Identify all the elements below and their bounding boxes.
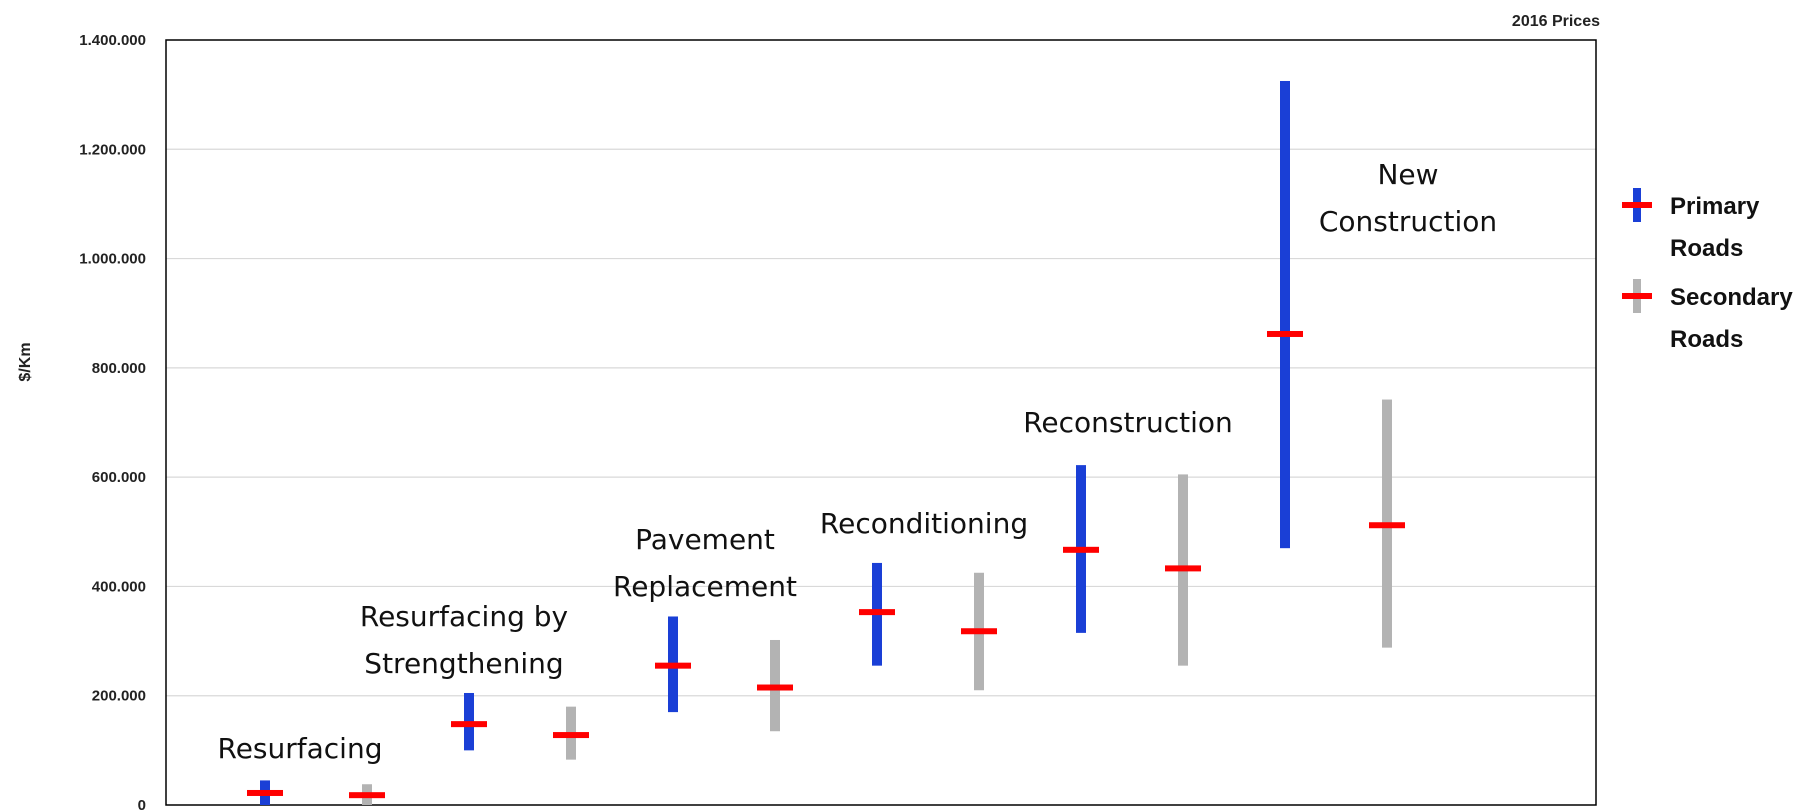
secondary-mean-marker xyxy=(1369,522,1405,529)
legend-label: Roads xyxy=(1670,235,1743,262)
y-tick-label: 1.000.000 xyxy=(79,251,146,268)
primary-mean-marker xyxy=(1267,330,1303,337)
plot-area-frame xyxy=(165,39,1597,806)
group-label: Replacement xyxy=(613,570,797,603)
group-label: Resurfacing by xyxy=(360,600,568,633)
group-label: Construction xyxy=(1319,205,1497,238)
primary-mean-marker xyxy=(1063,546,1099,553)
range-bars xyxy=(247,80,1405,805)
y-tick-label: 600.000 xyxy=(92,469,146,486)
gridlines xyxy=(166,148,1596,697)
secondary-mean-marker xyxy=(349,792,385,799)
secondary-mean-marker xyxy=(553,732,589,739)
y-axis-title: $/Km xyxy=(17,342,34,381)
group-label: Reconditioning xyxy=(820,507,1028,540)
y-tick-label: 1.200.000 xyxy=(79,141,146,158)
legend-label: Secondary xyxy=(1670,284,1793,311)
y-tick-label: 0 xyxy=(138,797,146,811)
secondary-mean-marker xyxy=(757,684,793,691)
group-label: Pavement xyxy=(635,523,775,556)
legend-mean-marker xyxy=(1622,293,1652,299)
group-labels: Resurfacing Resurfacing by Strengthening Pa… xyxy=(218,158,1498,765)
y-tick-label: 400.000 xyxy=(92,578,146,595)
group-label: Strengthening xyxy=(364,647,563,680)
primary-mean-marker xyxy=(859,609,895,616)
group-label: Resurfacing xyxy=(218,732,383,765)
primary-range-bar xyxy=(1280,80,1290,549)
legend-mean-marker xyxy=(1622,202,1652,208)
primary-mean-marker xyxy=(451,721,487,728)
group-label: New xyxy=(1377,158,1438,191)
group-label: Reconstruction xyxy=(1023,406,1233,439)
legend-label: Roads xyxy=(1670,326,1743,353)
legend: Primary Roads Secondary Roads xyxy=(1622,188,1793,353)
y-tick-label: 800.000 xyxy=(92,360,146,377)
secondary-mean-marker xyxy=(1165,565,1201,572)
prices-note: 2016 Prices xyxy=(1512,13,1600,30)
primary-mean-marker xyxy=(247,789,283,796)
y-tick-label: 200.000 xyxy=(92,688,146,705)
secondary-mean-marker xyxy=(961,628,997,635)
legend-label: Primary xyxy=(1670,193,1760,220)
y-tick-labels: 0 200.000 400.000 600.000 800.000 1.000.000 1.… xyxy=(79,32,146,811)
y-tick-label: 1.400.000 xyxy=(79,32,146,49)
primary-mean-marker xyxy=(655,662,691,669)
